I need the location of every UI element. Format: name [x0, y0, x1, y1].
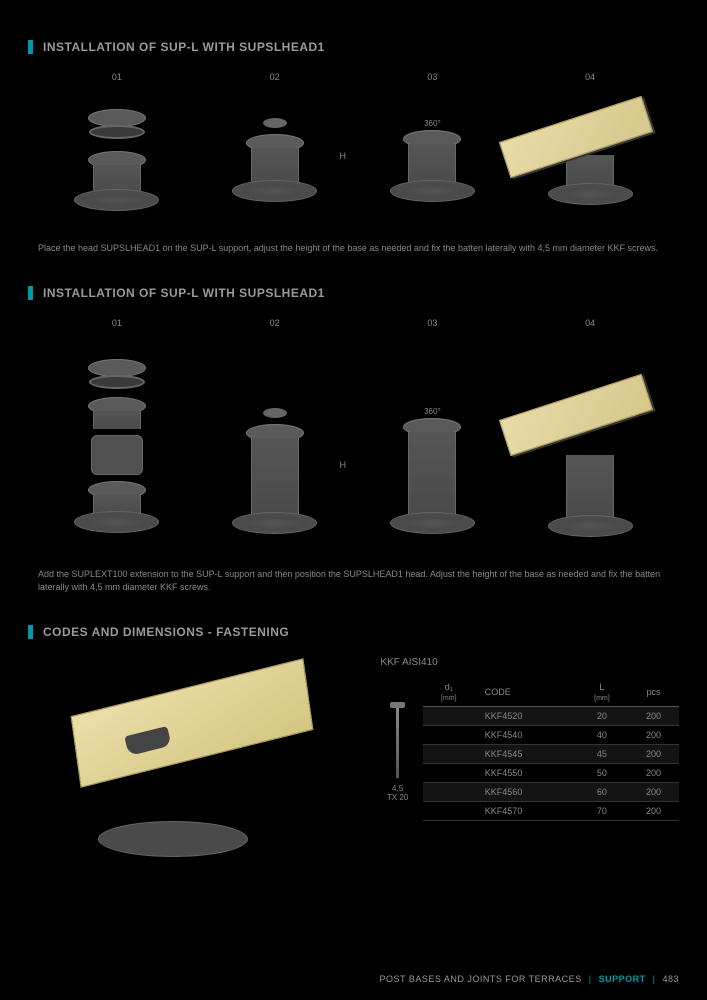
table-row: KKF4570 70 200	[423, 801, 679, 820]
cell-l: 70	[576, 801, 628, 820]
height-label: H	[340, 151, 347, 161]
footer-page: 483	[662, 974, 679, 984]
cell-pcs: 200	[628, 744, 679, 763]
cell-pcs: 200	[628, 782, 679, 801]
step-number: 02	[196, 72, 354, 82]
cell-pcs: 200	[628, 801, 679, 820]
accent-bar	[28, 40, 33, 54]
accent-bar	[28, 286, 33, 300]
step-illustration: 360°	[354, 336, 512, 556]
cell-d1	[423, 763, 475, 782]
wood-batten	[499, 373, 653, 455]
fastening-illustration	[28, 657, 356, 857]
section1-title: INSTALLATION OF SUP-L WITH SUPSLHEAD1	[43, 40, 325, 54]
section2-steps: 01 02 03 H 360° 04	[28, 318, 679, 556]
cell-l: 50	[576, 763, 628, 782]
table-row: KKF4550 50 200	[423, 763, 679, 782]
step: 01	[38, 72, 196, 230]
cell-d1	[423, 706, 475, 725]
screw-spec: 4,5 TX 20	[387, 784, 408, 802]
page-footer: POST BASES AND JOINTS FOR TERRACES | SUP…	[379, 974, 679, 984]
step: 04	[511, 72, 669, 230]
col-l: L[mm]	[576, 678, 628, 707]
cell-code: KKF4550	[475, 763, 576, 782]
screw-icon	[396, 708, 399, 778]
table-row: KKF4520 20 200	[423, 706, 679, 725]
wood-beam	[71, 658, 314, 788]
step: 02	[196, 318, 354, 556]
step: 03 H 360°	[354, 72, 512, 230]
height-label: H	[340, 460, 347, 470]
step-illustration	[196, 336, 354, 556]
step-illustration	[511, 90, 669, 230]
cell-l: 40	[576, 725, 628, 744]
step-illustration	[38, 90, 196, 230]
step-illustration: 360°	[354, 90, 512, 230]
footer-sep: |	[653, 974, 656, 984]
step-number: 04	[511, 72, 669, 82]
step-number: 04	[511, 318, 669, 328]
section1-steps: 01 02 03 H 360° 04	[28, 72, 679, 230]
section2-title: INSTALLATION OF SUP-L WITH SUPSLHEAD1	[43, 286, 325, 300]
cell-pcs: 200	[628, 725, 679, 744]
step-number: 01	[38, 318, 196, 328]
pedestal-base	[98, 821, 248, 857]
step-number: 02	[196, 318, 354, 328]
accent-bar	[28, 625, 33, 639]
footer-section: SUPPORT	[599, 974, 646, 984]
step: 04	[511, 318, 669, 556]
cell-pcs: 200	[628, 763, 679, 782]
section1-caption: Place the head SUPSLHEAD1 on the SUP-L s…	[28, 242, 679, 256]
step-number: 01	[38, 72, 196, 82]
product-code: KKF AISI410	[380, 657, 679, 668]
cell-pcs: 200	[628, 706, 679, 725]
col-d1: d₁[mm]	[423, 678, 475, 707]
col-pcs: pcs	[628, 678, 679, 707]
cell-l: 60	[576, 782, 628, 801]
step: 02	[196, 72, 354, 230]
table-row: KKF4545 45 200	[423, 744, 679, 763]
screw-spec-column: 4,5 TX 20	[380, 678, 414, 802]
dimensions-table: d₁[mm] CODE L[mm] pcs KKF4520 20 200 KKF…	[423, 678, 679, 821]
cell-d1	[423, 744, 475, 763]
cell-d1	[423, 782, 475, 801]
step-illustration	[38, 336, 196, 556]
cell-code: KKF4560	[475, 782, 576, 801]
cell-l: 20	[576, 706, 628, 725]
table-row: KKF4560 60 200	[423, 782, 679, 801]
step-number: 03	[354, 72, 512, 82]
footer-category: POST BASES AND JOINTS FOR TERRACES	[379, 974, 581, 984]
step-illustration	[511, 336, 669, 556]
col-code: CODE	[475, 678, 576, 707]
cell-code: KKF4545	[475, 744, 576, 763]
cell-code: KKF4520	[475, 706, 576, 725]
cell-d1	[423, 725, 475, 744]
footer-sep: |	[589, 974, 592, 984]
section2-caption: Add the SUPLEXT100 extension to the SUP-…	[28, 568, 679, 595]
step-number: 03	[354, 318, 512, 328]
degree-label: 360°	[424, 119, 441, 128]
cell-l: 45	[576, 744, 628, 763]
degree-label: 360°	[424, 407, 441, 416]
cell-code: KKF4570	[475, 801, 576, 820]
step: 01	[38, 318, 196, 556]
table-row: KKF4540 40 200	[423, 725, 679, 744]
step: 03 H 360°	[354, 318, 512, 556]
section3-title: CODES AND DIMENSIONS - FASTENING	[43, 625, 289, 639]
step-illustration	[196, 90, 354, 230]
cell-d1	[423, 801, 475, 820]
cell-code: KKF4540	[475, 725, 576, 744]
